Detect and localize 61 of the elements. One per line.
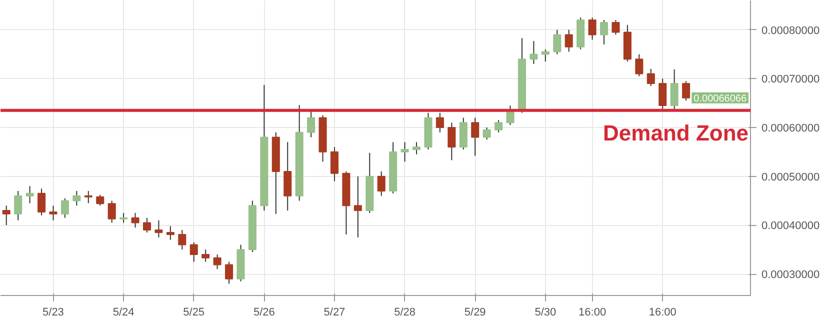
x-tick-label: 16:00 — [648, 306, 676, 318]
x-tick-label: 5/26 — [253, 306, 275, 318]
x-tick-label: 5/30 — [534, 306, 556, 318]
candlestick — [96, 194, 104, 206]
candlestick — [84, 190, 92, 204]
candlestick — [658, 78, 667, 110]
x-tick-label: 5/29 — [464, 306, 486, 318]
annotation: 0.00066066 — [694, 93, 747, 104]
candlestick — [553, 29, 562, 55]
candlestick — [154, 220, 163, 238]
candlestick — [142, 217, 151, 233]
candlestick — [612, 20, 620, 36]
y-tick-label: 0.00080000 — [762, 24, 820, 37]
x-tick-label: 5/25 — [183, 306, 205, 318]
candlestick — [14, 190, 22, 221]
candlestick — [588, 17, 596, 40]
candlestick — [166, 226, 174, 240]
candlestick — [541, 48, 550, 62]
y-tick-label: 0.00070000 — [762, 74, 820, 86]
candlestick — [225, 261, 234, 284]
candlestick — [213, 254, 222, 270]
candlestick — [494, 120, 503, 133]
y-tick-label: 0.00050000 — [762, 171, 820, 184]
candlestick — [600, 20, 608, 45]
candlestick — [60, 198, 69, 218]
x-tick-label: 5/28 — [394, 306, 416, 318]
x-tick-label: 5/27 — [324, 306, 346, 318]
candlestick — [108, 200, 116, 224]
y-tick-label: 0.00040000 — [762, 220, 820, 232]
candlestick — [49, 205, 58, 221]
candlestick — [2, 205, 10, 226]
candlestick — [26, 186, 34, 204]
x-tick-label: 5/23 — [42, 306, 64, 318]
candlestick — [377, 170, 386, 196]
candlestick — [564, 29, 573, 52]
candlestick — [448, 122, 456, 161]
candlestick — [354, 176, 362, 238]
x-tick-label: 5/24 — [112, 306, 134, 318]
y-tick-label: 0.00060000 — [762, 122, 820, 134]
candlestick — [400, 142, 409, 162]
candlestick — [307, 110, 316, 138]
candlestick — [436, 112, 444, 133]
candlestick — [120, 212, 128, 224]
candlestick — [646, 68, 655, 86]
candlestick — [412, 142, 421, 155]
candlestick — [530, 40, 538, 64]
candlestick — [635, 54, 644, 77]
candlestick — [202, 249, 210, 262]
candlestick — [131, 212, 140, 228]
ref-line-label: Demand Zone — [603, 120, 749, 146]
candlestick — [330, 146, 338, 182]
candlestick — [482, 126, 491, 140]
candlestick — [190, 242, 198, 262]
y-tick-label: 0.00030000 — [762, 269, 820, 282]
x-tick-label: 16:00 — [578, 306, 606, 318]
candlestick — [471, 117, 480, 156]
candlestick — [72, 190, 81, 206]
candlestick — [682, 80, 690, 102]
candlestick — [178, 230, 186, 250]
candlestick — [670, 68, 678, 110]
candlestick — [38, 188, 46, 216]
